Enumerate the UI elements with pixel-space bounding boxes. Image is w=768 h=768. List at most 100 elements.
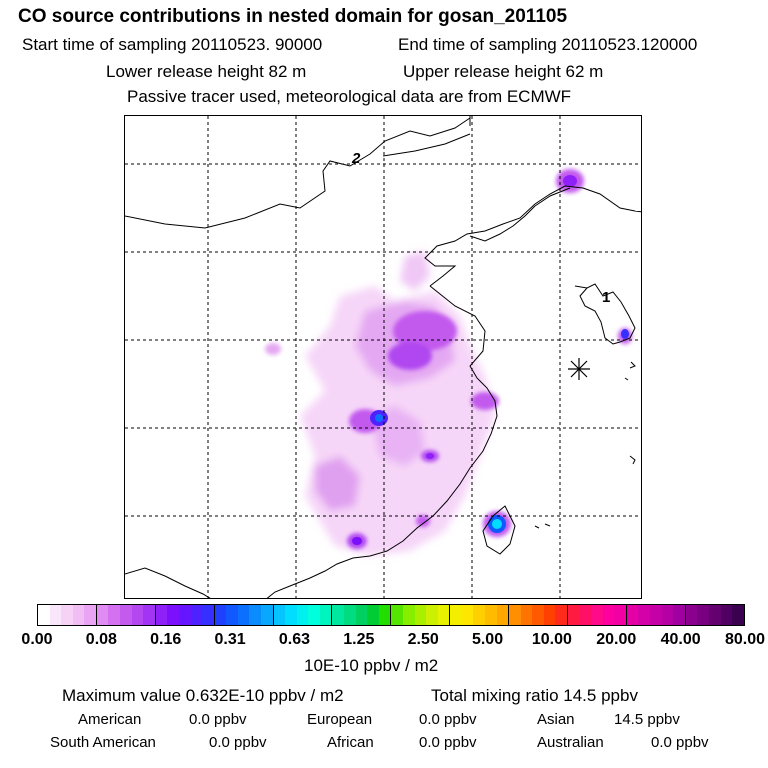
colorbar-cell	[614, 605, 626, 625]
colorbar-cell	[120, 605, 132, 625]
colorbar-cell	[555, 605, 568, 625]
colorbar-cell	[108, 605, 121, 625]
station-asterisk-marker	[568, 358, 590, 380]
colorbar-cell	[38, 605, 50, 625]
colorbar-cell	[732, 605, 744, 625]
colorbar-tick-label: 0.31	[214, 631, 246, 648]
region-european-value: 0.0 ppbv	[419, 711, 477, 728]
region-african-value: 0.0 ppbv	[419, 734, 477, 751]
colorbar-cell	[49, 605, 62, 625]
colorbar-cell	[720, 605, 733, 625]
colorbar-cell	[355, 605, 368, 625]
colorbar-cell	[296, 605, 309, 625]
colorbar-cell	[473, 605, 485, 625]
map-panel: 2 1	[124, 115, 642, 599]
colorbar-cell	[154, 605, 168, 625]
tracer-note: Passive tracer used, meteorological data…	[127, 87, 572, 106]
start-time-label: Start time of sampling 20110523. 90000	[22, 35, 323, 54]
colorbar-cell	[591, 605, 603, 625]
colorbar-cell	[143, 605, 155, 625]
colorbar	[37, 604, 745, 626]
colorbar-cell	[638, 605, 651, 625]
colorbar-cell	[319, 605, 332, 625]
colorbar-cell	[178, 605, 191, 625]
figure-title: CO source contributions in nested domain…	[18, 6, 568, 27]
colorbar-cell	[367, 605, 379, 625]
colorbar-unit: 10E-10 ppbv / m2	[304, 656, 439, 675]
colorbar-cell	[272, 605, 286, 625]
colorbar-tick-label: 2.50	[407, 631, 439, 648]
region-south-american-value: 0.0 ppbv	[209, 734, 267, 751]
colorbar-tick-label: 0.63	[278, 631, 311, 648]
colorbar-cell	[249, 605, 261, 625]
colorbar-cell	[378, 605, 391, 625]
region-american-label: American	[78, 711, 142, 728]
colorbar-cell	[625, 605, 639, 625]
colorbar-cell	[508, 605, 521, 625]
colorbar-cell	[84, 605, 96, 625]
total-mixing-ratio: Total mixing ratio 14.5 ppbv	[431, 686, 638, 705]
colorbar-cell	[673, 605, 685, 625]
region-asian-value: 14.5 ppbv	[614, 711, 680, 728]
region-australian-value: 0.0 ppbv	[651, 734, 709, 751]
colorbar-cell	[461, 605, 474, 625]
colorbar-cell	[167, 605, 179, 625]
colorbar-cell	[650, 605, 662, 625]
max-value-text: Maximum value 0.632E-10 ppbv / m2	[62, 686, 344, 705]
colorbar-cell	[661, 605, 674, 625]
colorbar-cell	[237, 605, 250, 625]
colorbar-cell	[437, 605, 450, 625]
colorbar-tick-label: 1.25	[343, 631, 375, 648]
concentration-field	[265, 169, 632, 556]
colorbar-cell	[131, 605, 144, 625]
colorbar-cell	[496, 605, 509, 625]
region-australian-label: Australian	[537, 734, 604, 751]
region-asian-label: Asian	[537, 711, 575, 728]
colorbar-tick-label: 0.16	[150, 631, 182, 648]
upper-height-label: Upper release height 62 m	[403, 62, 604, 81]
colorbar-cell	[260, 605, 273, 625]
colorbar-cell	[449, 605, 462, 625]
colorbar-tick-label: 0.00	[21, 631, 53, 648]
contour-label-1: 1	[602, 289, 610, 306]
contour-label-2: 2	[351, 150, 361, 167]
colorbar-cell	[331, 605, 345, 625]
colorbar-cell	[708, 605, 721, 625]
colorbar-tick-label: 20.00	[596, 631, 637, 648]
colorbar-cell	[414, 605, 427, 625]
region-south-american-label: South American	[50, 734, 156, 751]
lower-height-label: Lower release height 82 m	[106, 62, 307, 81]
end-time-label: End time of sampling 20110523.120000	[398, 35, 698, 54]
colorbar-cell	[95, 605, 109, 625]
coastlines	[125, 116, 641, 598]
region-african-label: African	[327, 734, 374, 751]
colorbar-cell	[202, 605, 214, 625]
colorbar-cell	[226, 605, 238, 625]
colorbar-cell	[402, 605, 415, 625]
colorbar-cell	[484, 605, 497, 625]
colorbar-cell	[426, 605, 438, 625]
colorbar-cell	[697, 605, 709, 625]
colorbar-cell	[532, 605, 544, 625]
colorbar-cell	[344, 605, 356, 625]
colorbar-cell	[579, 605, 592, 625]
map-canvas: 2 1	[125, 116, 641, 598]
colorbar-cell	[602, 605, 615, 625]
colorbar-cell	[61, 605, 73, 625]
colorbar-tick-label: 10.00	[531, 631, 572, 648]
colorbar-cell	[213, 605, 227, 625]
colorbar-cell	[308, 605, 320, 625]
map-gridlines	[125, 116, 641, 598]
colorbar-cell	[190, 605, 203, 625]
colorbar-tick-label: 0.08	[85, 631, 117, 648]
colorbar-tick-label: 80.00	[724, 631, 766, 648]
colorbar-cell	[390, 605, 403, 625]
colorbar-tick-label: 5.00	[471, 631, 504, 648]
colorbar-cell	[543, 605, 556, 625]
region-american-value: 0.0 ppbv	[189, 711, 247, 728]
colorbar-tick-label: 40.00	[660, 631, 701, 648]
colorbar-cell	[72, 605, 85, 625]
colorbar-cell	[520, 605, 533, 625]
region-european-label: European	[307, 711, 373, 728]
colorbar-cell	[567, 605, 580, 625]
